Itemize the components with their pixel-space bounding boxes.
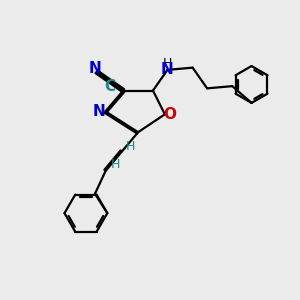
Text: H: H — [163, 57, 172, 70]
Text: N: N — [93, 104, 106, 119]
Text: H: H — [110, 158, 120, 171]
Text: C: C — [104, 79, 116, 94]
Text: N: N — [88, 61, 101, 76]
Text: O: O — [164, 107, 177, 122]
Text: N: N — [161, 62, 174, 77]
Text: H: H — [125, 140, 135, 153]
